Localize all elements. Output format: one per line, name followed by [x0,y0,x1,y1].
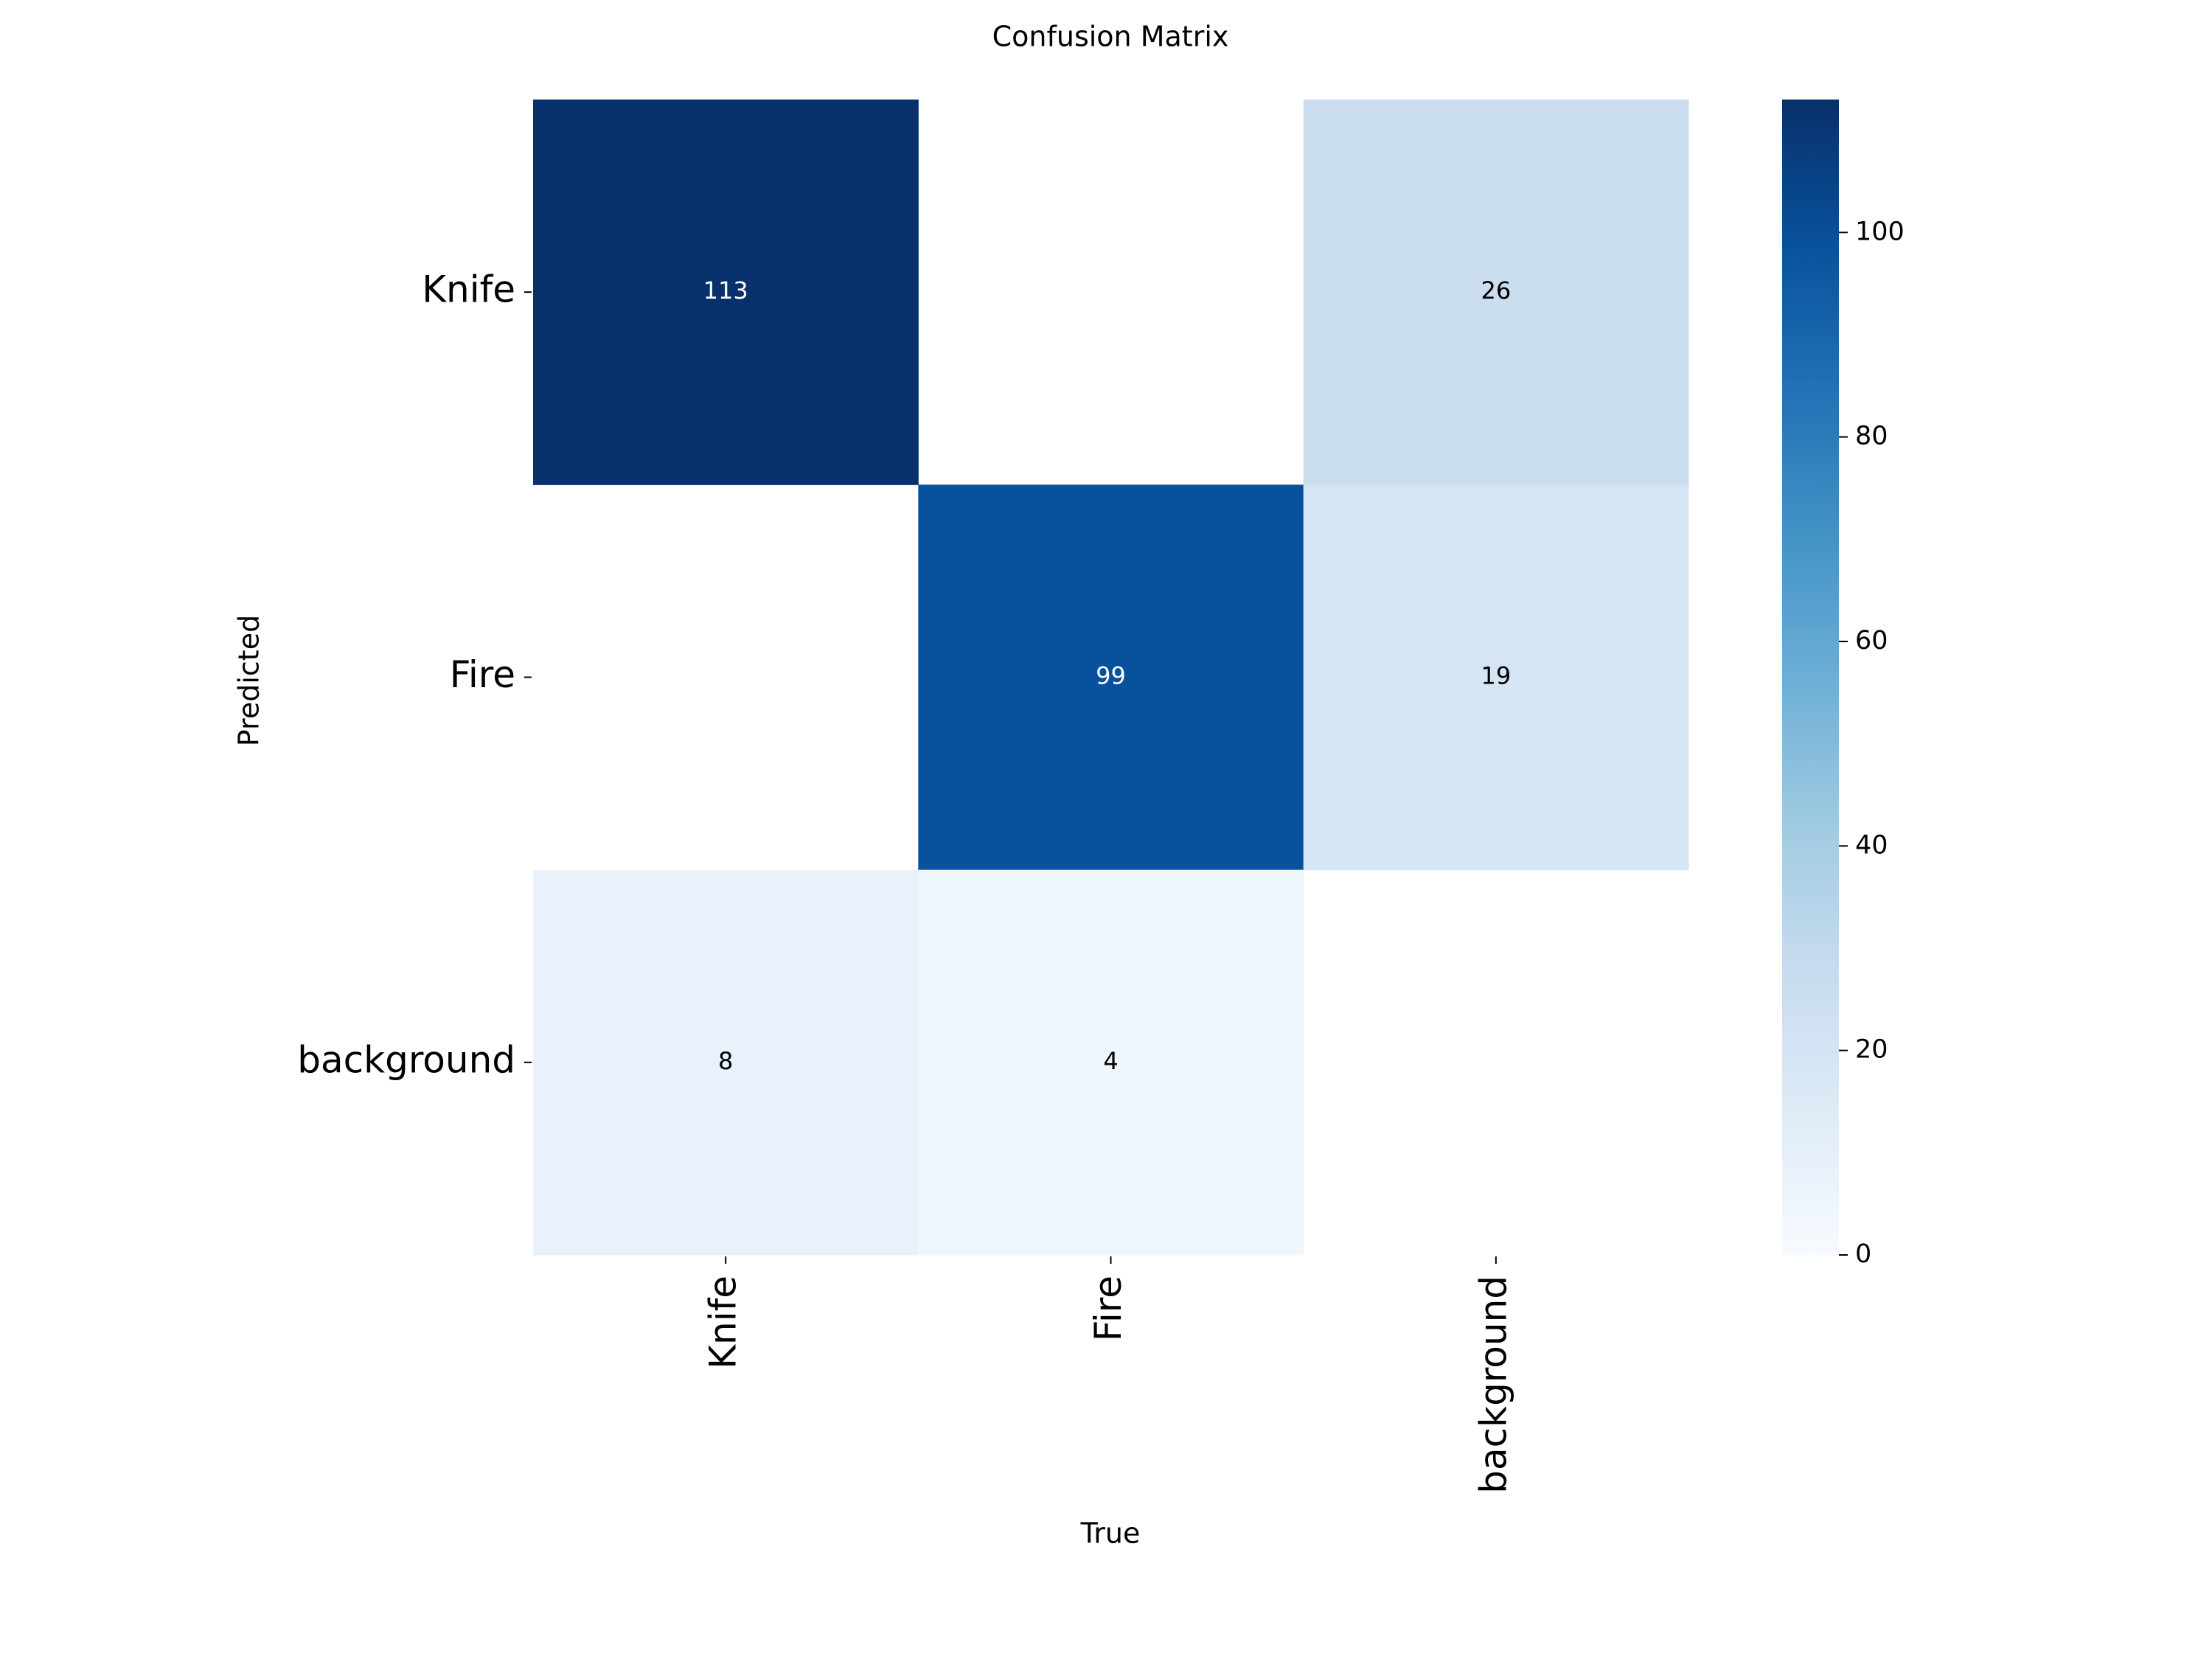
x-tick-label: Fire [1087,1276,1130,1341]
colorbar-tick-label: 40 [1855,830,1888,860]
colorbar [1782,100,1839,1255]
colorbar-tick-label: 0 [1855,1239,1871,1269]
cell [918,869,1304,1256]
cell-label: 4 [1103,1047,1118,1075]
cell [1303,100,1689,485]
x-tick-label: Knife [702,1276,745,1369]
chart-title: Confusion Matrix [992,21,1229,53]
cell [533,100,919,485]
cell-label: 113 [703,276,748,305]
colorbar-tick-label: 80 [1855,422,1888,451]
x-axis-label: True [1080,1517,1141,1550]
y-axis-label: Predicted [233,615,265,746]
cell-label: 99 [1096,662,1126,690]
cell-label: 26 [1481,276,1511,305]
cell-label: 8 [718,1047,733,1075]
y-tick-label: Fire [450,653,515,696]
cell [533,869,919,1256]
cell-label: 19 [1481,662,1511,690]
y-tick-label: background [297,1038,515,1081]
colorbar-tick-label: 60 [1855,626,1888,655]
cell [1303,484,1689,871]
y-tick-label: Knife [422,268,515,311]
colorbar-tick-label: 20 [1855,1035,1888,1065]
colorbar-tick-label: 100 [1855,217,1905,246]
x-tick-label: background [1472,1276,1514,1494]
cell [918,484,1304,871]
